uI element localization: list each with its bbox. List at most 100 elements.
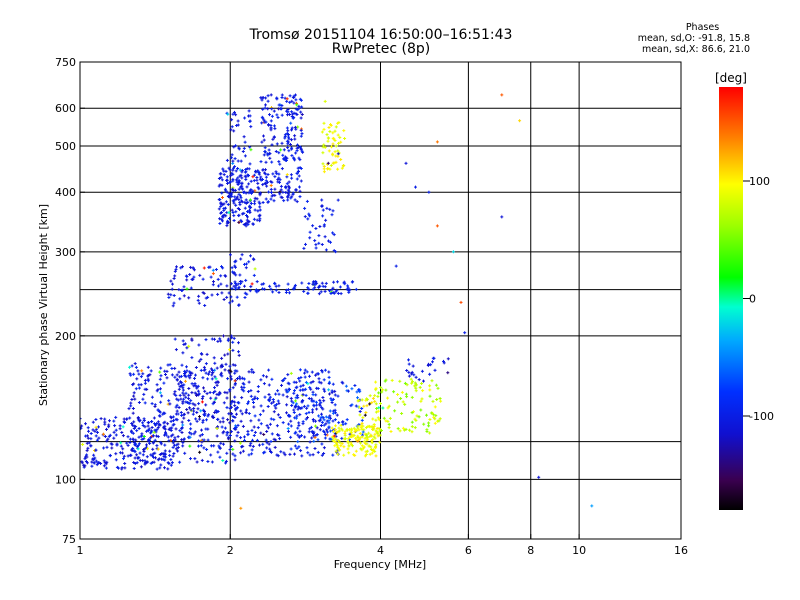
data-point — [250, 285, 252, 289]
data-point — [230, 370, 232, 374]
data-point — [180, 266, 182, 270]
data-point — [239, 174, 241, 178]
data-point — [207, 438, 209, 442]
data-point — [86, 434, 88, 438]
data-point — [229, 217, 230, 220]
data-point — [133, 394, 135, 398]
data-point — [229, 421, 231, 425]
data-point — [270, 93, 272, 97]
data-point — [329, 429, 331, 433]
data-point — [238, 198, 240, 202]
data-point — [286, 99, 288, 103]
data-point — [242, 187, 244, 191]
data-point — [325, 281, 327, 285]
data-point — [366, 404, 368, 408]
data-point — [204, 368, 206, 372]
data-point — [331, 435, 333, 439]
data-point — [256, 176, 258, 179]
data-point — [311, 370, 313, 374]
data-point — [259, 193, 261, 197]
data-point — [149, 373, 151, 377]
data-point — [271, 107, 273, 111]
data-point — [132, 383, 134, 387]
data-point — [239, 273, 241, 277]
data-point — [114, 424, 116, 428]
data-point — [138, 383, 140, 387]
data-point — [327, 430, 328, 434]
data-point — [240, 282, 241, 286]
data-point — [234, 363, 236, 367]
data-point — [344, 429, 346, 433]
data-point — [172, 445, 174, 449]
data-point — [333, 249, 335, 253]
data-point — [334, 444, 336, 448]
data-point — [404, 381, 406, 385]
data-point — [235, 144, 237, 148]
data-point — [183, 416, 185, 420]
data-point — [242, 424, 244, 428]
data-point — [321, 130, 323, 134]
data-point — [257, 169, 259, 173]
data-point — [303, 289, 305, 293]
data-point — [205, 338, 207, 342]
data-point — [254, 430, 256, 434]
data-point — [218, 184, 220, 188]
data-point — [309, 214, 311, 218]
data-point — [220, 274, 222, 278]
data-point — [288, 193, 290, 197]
data-point — [135, 425, 137, 429]
data-point — [195, 366, 197, 369]
data-point — [337, 152, 339, 156]
data-point — [289, 388, 290, 391]
data-point — [337, 198, 339, 202]
data-point — [321, 453, 323, 457]
data-point — [361, 448, 363, 452]
data-point — [290, 121, 292, 125]
data-point — [226, 158, 228, 162]
data-point — [340, 444, 342, 448]
data-point — [234, 400, 236, 404]
data-point — [271, 377, 273, 381]
data-point — [184, 369, 186, 373]
data-point — [335, 449, 337, 453]
data-point — [249, 189, 251, 193]
y-tick-label: 300 — [55, 246, 76, 259]
data-point — [156, 389, 158, 393]
data-point — [432, 356, 434, 360]
data-point — [283, 157, 285, 161]
data-point — [253, 173, 255, 177]
data-point — [288, 189, 290, 193]
data-point — [296, 414, 298, 418]
data-point — [220, 371, 222, 375]
data-point — [188, 344, 190, 348]
data-point — [230, 128, 232, 132]
data-point — [270, 184, 272, 187]
data-point — [267, 405, 269, 408]
data-point — [222, 219, 223, 223]
data-point — [259, 177, 261, 181]
data-point — [85, 422, 86, 426]
data-point — [169, 402, 171, 406]
data-point — [414, 417, 416, 421]
data-point — [160, 387, 161, 391]
data-point — [323, 378, 325, 382]
data-point — [245, 201, 247, 205]
data-point — [335, 290, 337, 294]
data-point — [318, 377, 320, 381]
data-point — [358, 388, 359, 392]
data-point — [167, 467, 169, 471]
data-point — [285, 159, 287, 162]
data-point — [309, 230, 311, 234]
data-point — [174, 436, 176, 440]
data-point — [320, 290, 322, 294]
data-point — [150, 436, 152, 440]
data-point — [120, 441, 122, 445]
data-point — [338, 429, 340, 433]
data-point — [120, 444, 122, 448]
data-point — [375, 380, 377, 384]
data-point — [337, 149, 339, 153]
data-point — [349, 435, 351, 439]
data-point — [242, 190, 244, 194]
data-point — [189, 370, 191, 374]
data-point — [294, 285, 296, 289]
